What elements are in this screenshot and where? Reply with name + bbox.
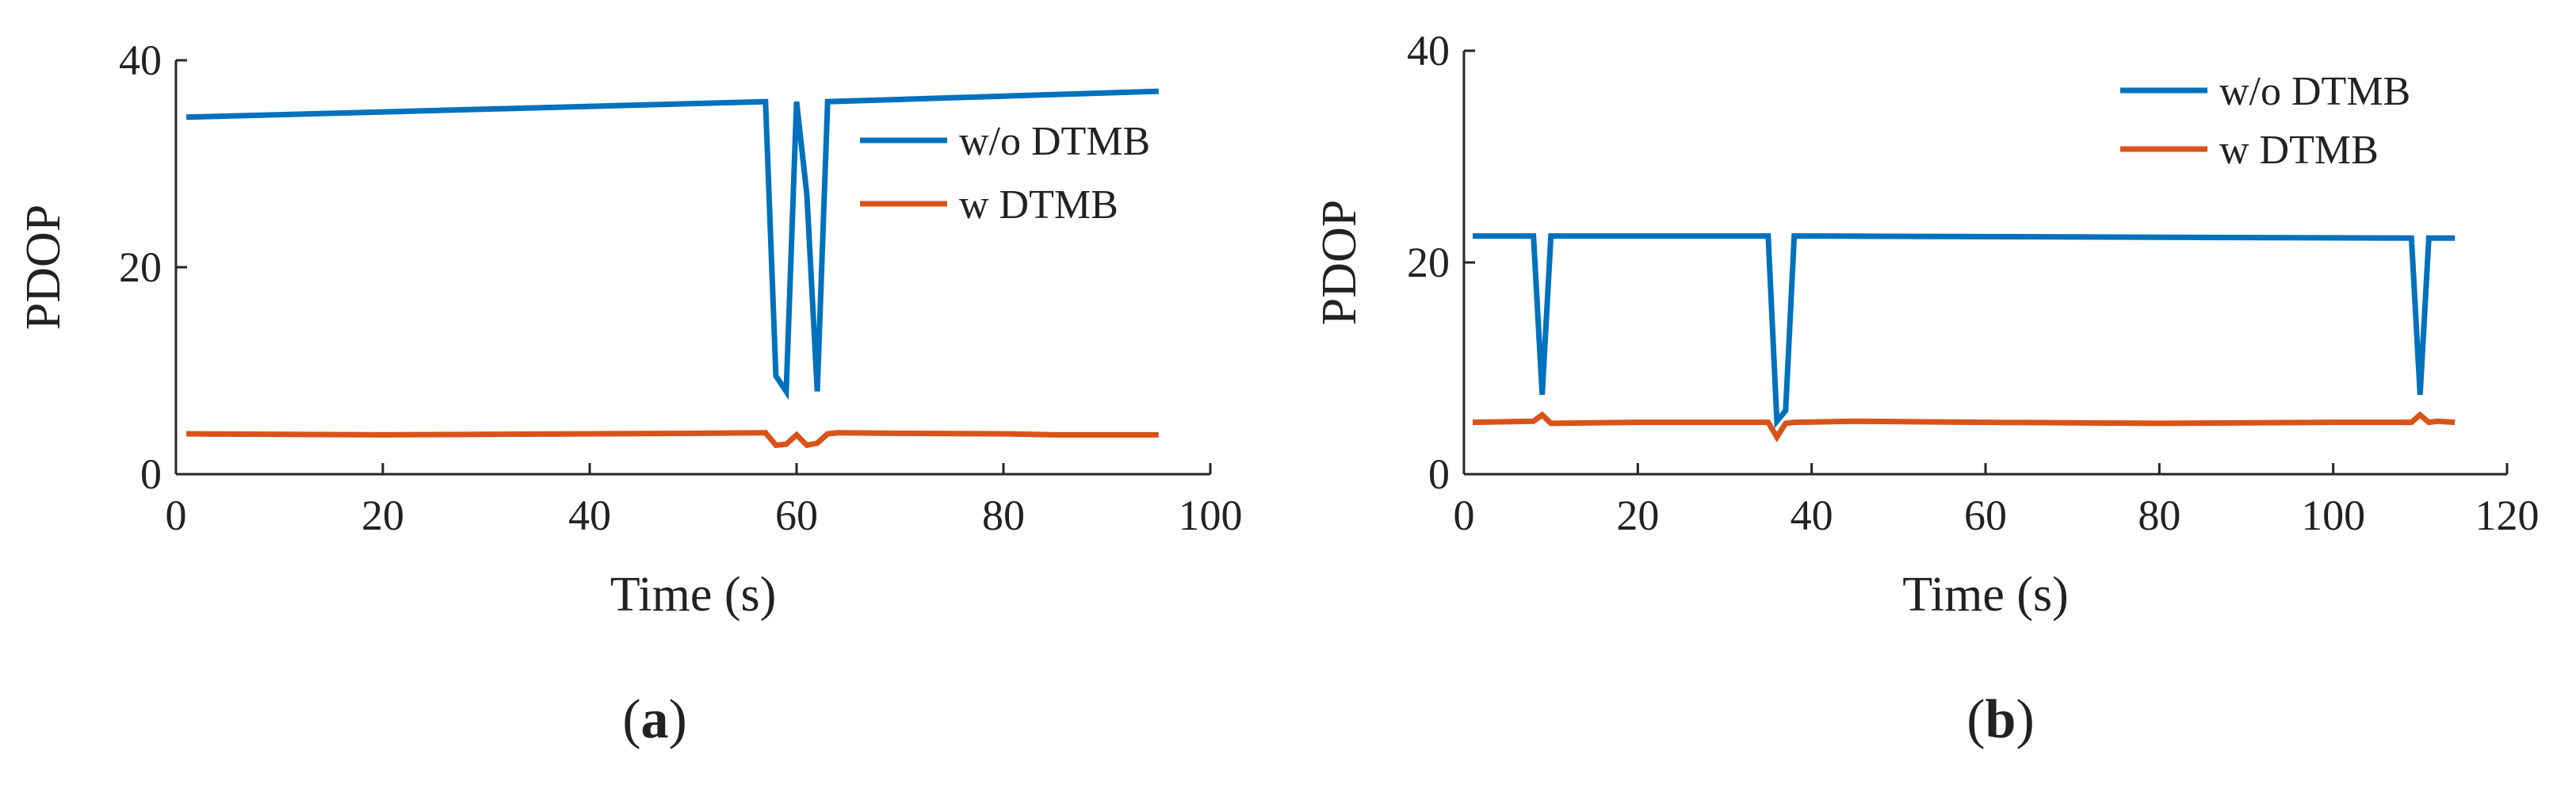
x-tick-label: 80: [2138, 492, 2180, 539]
panel-label-open: (: [1966, 689, 1985, 750]
legend-label: w/o DTMB: [2219, 69, 2410, 114]
legend: w/o DTMB w DTMB: [2120, 69, 2410, 173]
y-tick-label: 40: [119, 36, 162, 84]
panel-label: (b): [1966, 689, 2035, 750]
y-tick-label: 40: [1407, 27, 1450, 75]
x-tick-label: 40: [568, 492, 611, 539]
legend-label: w DTMB: [959, 182, 1118, 228]
series-line-without-dtmb: [186, 88, 1159, 400]
legend-label: w DTMB: [2219, 128, 2379, 173]
x-tick-label: 20: [361, 492, 404, 539]
y-tick-label: 0: [140, 450, 162, 498]
x-tick-label: 0: [166, 492, 187, 539]
chart-panel-a: 0 20 40 60 80 100 0 20 40 Time (s) PDOP w/o DTMB w D…: [17, 36, 1243, 750]
panel-label-letter: b: [1986, 689, 2016, 750]
panel-label-close: ): [2016, 689, 2034, 750]
panel-label-close: ): [669, 689, 687, 750]
legend: w/o DTMB w DTMB: [860, 119, 1150, 228]
panel-label-letter: a: [641, 689, 669, 750]
series-line-without-dtmb: [1473, 233, 2456, 429]
chart-panel-b: 0 20 40 60 80 100 120 0 20 40 Time (s) PDOP w/o DTMB…: [1313, 27, 2540, 750]
series-line-with-dtmb: [186, 430, 1159, 449]
x-tick-label: 60: [775, 492, 818, 539]
legend-label: w/o DTMB: [959, 119, 1150, 164]
panel-label: (a): [622, 689, 687, 750]
y-tick-label: 20: [119, 243, 162, 291]
x-tick-label: 60: [1964, 492, 2007, 539]
y-tick-label: 20: [1407, 239, 1450, 286]
x-tick-label: 20: [1616, 492, 1659, 539]
y-axis-title: PDOP: [17, 205, 71, 331]
x-tick-label: 100: [1179, 492, 1243, 539]
x-axis-title: Time (s): [610, 568, 777, 622]
x-tick-label: 40: [1791, 492, 1833, 539]
x-axis-title: Time (s): [1902, 568, 2069, 622]
y-tick-label: 0: [1428, 450, 1450, 498]
panel-label-open: (: [622, 689, 640, 750]
x-tick-label: 0: [1454, 492, 1475, 539]
x-tick-label: 120: [2475, 492, 2540, 539]
x-tick-label: 80: [982, 492, 1025, 539]
x-tick-label: 100: [2301, 492, 2365, 539]
series-line-with-dtmb: [1472, 411, 2456, 443]
y-axis-title: PDOP: [1313, 200, 1366, 326]
